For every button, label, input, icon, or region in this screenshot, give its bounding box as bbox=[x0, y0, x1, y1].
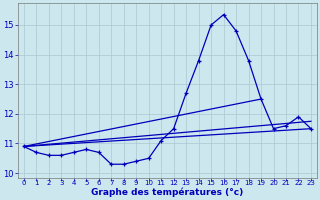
X-axis label: Graphe des températures (°c): Graphe des températures (°c) bbox=[91, 188, 244, 197]
